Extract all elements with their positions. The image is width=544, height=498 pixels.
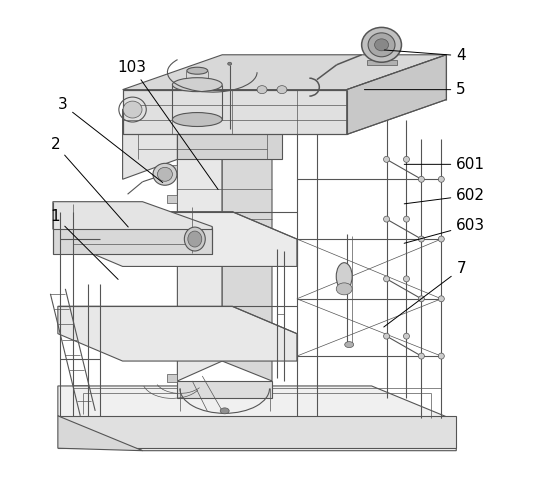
Ellipse shape (438, 176, 444, 182)
Ellipse shape (188, 231, 202, 247)
Ellipse shape (404, 156, 410, 162)
Text: 602: 602 (404, 188, 485, 204)
Ellipse shape (345, 342, 354, 348)
Polygon shape (177, 90, 282, 159)
Polygon shape (347, 55, 446, 134)
Ellipse shape (368, 33, 395, 57)
Text: 3: 3 (58, 97, 163, 183)
Polygon shape (58, 416, 143, 451)
Ellipse shape (404, 333, 410, 339)
Ellipse shape (172, 113, 222, 126)
Polygon shape (58, 386, 456, 451)
Ellipse shape (153, 163, 177, 185)
Ellipse shape (172, 78, 222, 92)
Polygon shape (53, 202, 212, 254)
Polygon shape (222, 129, 272, 381)
Text: 103: 103 (118, 60, 218, 189)
Ellipse shape (404, 276, 410, 282)
Ellipse shape (336, 283, 352, 295)
Ellipse shape (123, 101, 142, 118)
Ellipse shape (184, 227, 205, 251)
Polygon shape (168, 165, 177, 173)
Ellipse shape (384, 333, 390, 339)
Polygon shape (168, 195, 177, 203)
Ellipse shape (438, 353, 444, 359)
Ellipse shape (418, 353, 424, 359)
Polygon shape (58, 306, 297, 361)
Text: 5: 5 (364, 82, 466, 97)
Polygon shape (122, 90, 282, 110)
Ellipse shape (220, 408, 229, 414)
Ellipse shape (384, 216, 390, 222)
Polygon shape (177, 381, 272, 398)
Ellipse shape (384, 276, 390, 282)
Polygon shape (367, 60, 397, 65)
Text: 601: 601 (404, 157, 485, 172)
Ellipse shape (384, 156, 390, 162)
Polygon shape (53, 229, 212, 254)
Ellipse shape (157, 167, 172, 181)
Polygon shape (177, 129, 222, 381)
Polygon shape (168, 374, 177, 382)
Text: 4: 4 (384, 48, 466, 63)
Ellipse shape (438, 236, 444, 242)
Text: 7: 7 (384, 261, 466, 327)
Ellipse shape (375, 39, 388, 51)
Ellipse shape (257, 86, 267, 94)
Text: 1: 1 (51, 209, 118, 279)
Polygon shape (168, 255, 177, 263)
Polygon shape (58, 416, 456, 448)
Ellipse shape (187, 67, 208, 74)
Polygon shape (58, 212, 297, 266)
Ellipse shape (438, 296, 444, 302)
Polygon shape (168, 315, 177, 323)
Ellipse shape (404, 216, 410, 222)
Ellipse shape (362, 27, 401, 62)
Ellipse shape (418, 236, 424, 242)
Ellipse shape (418, 296, 424, 302)
Ellipse shape (336, 263, 352, 290)
Polygon shape (122, 55, 446, 90)
Text: 603: 603 (404, 218, 485, 244)
Polygon shape (122, 90, 177, 179)
Ellipse shape (228, 62, 232, 65)
Text: 2: 2 (51, 137, 128, 227)
Ellipse shape (418, 176, 424, 182)
Polygon shape (122, 90, 347, 134)
Ellipse shape (277, 86, 287, 94)
